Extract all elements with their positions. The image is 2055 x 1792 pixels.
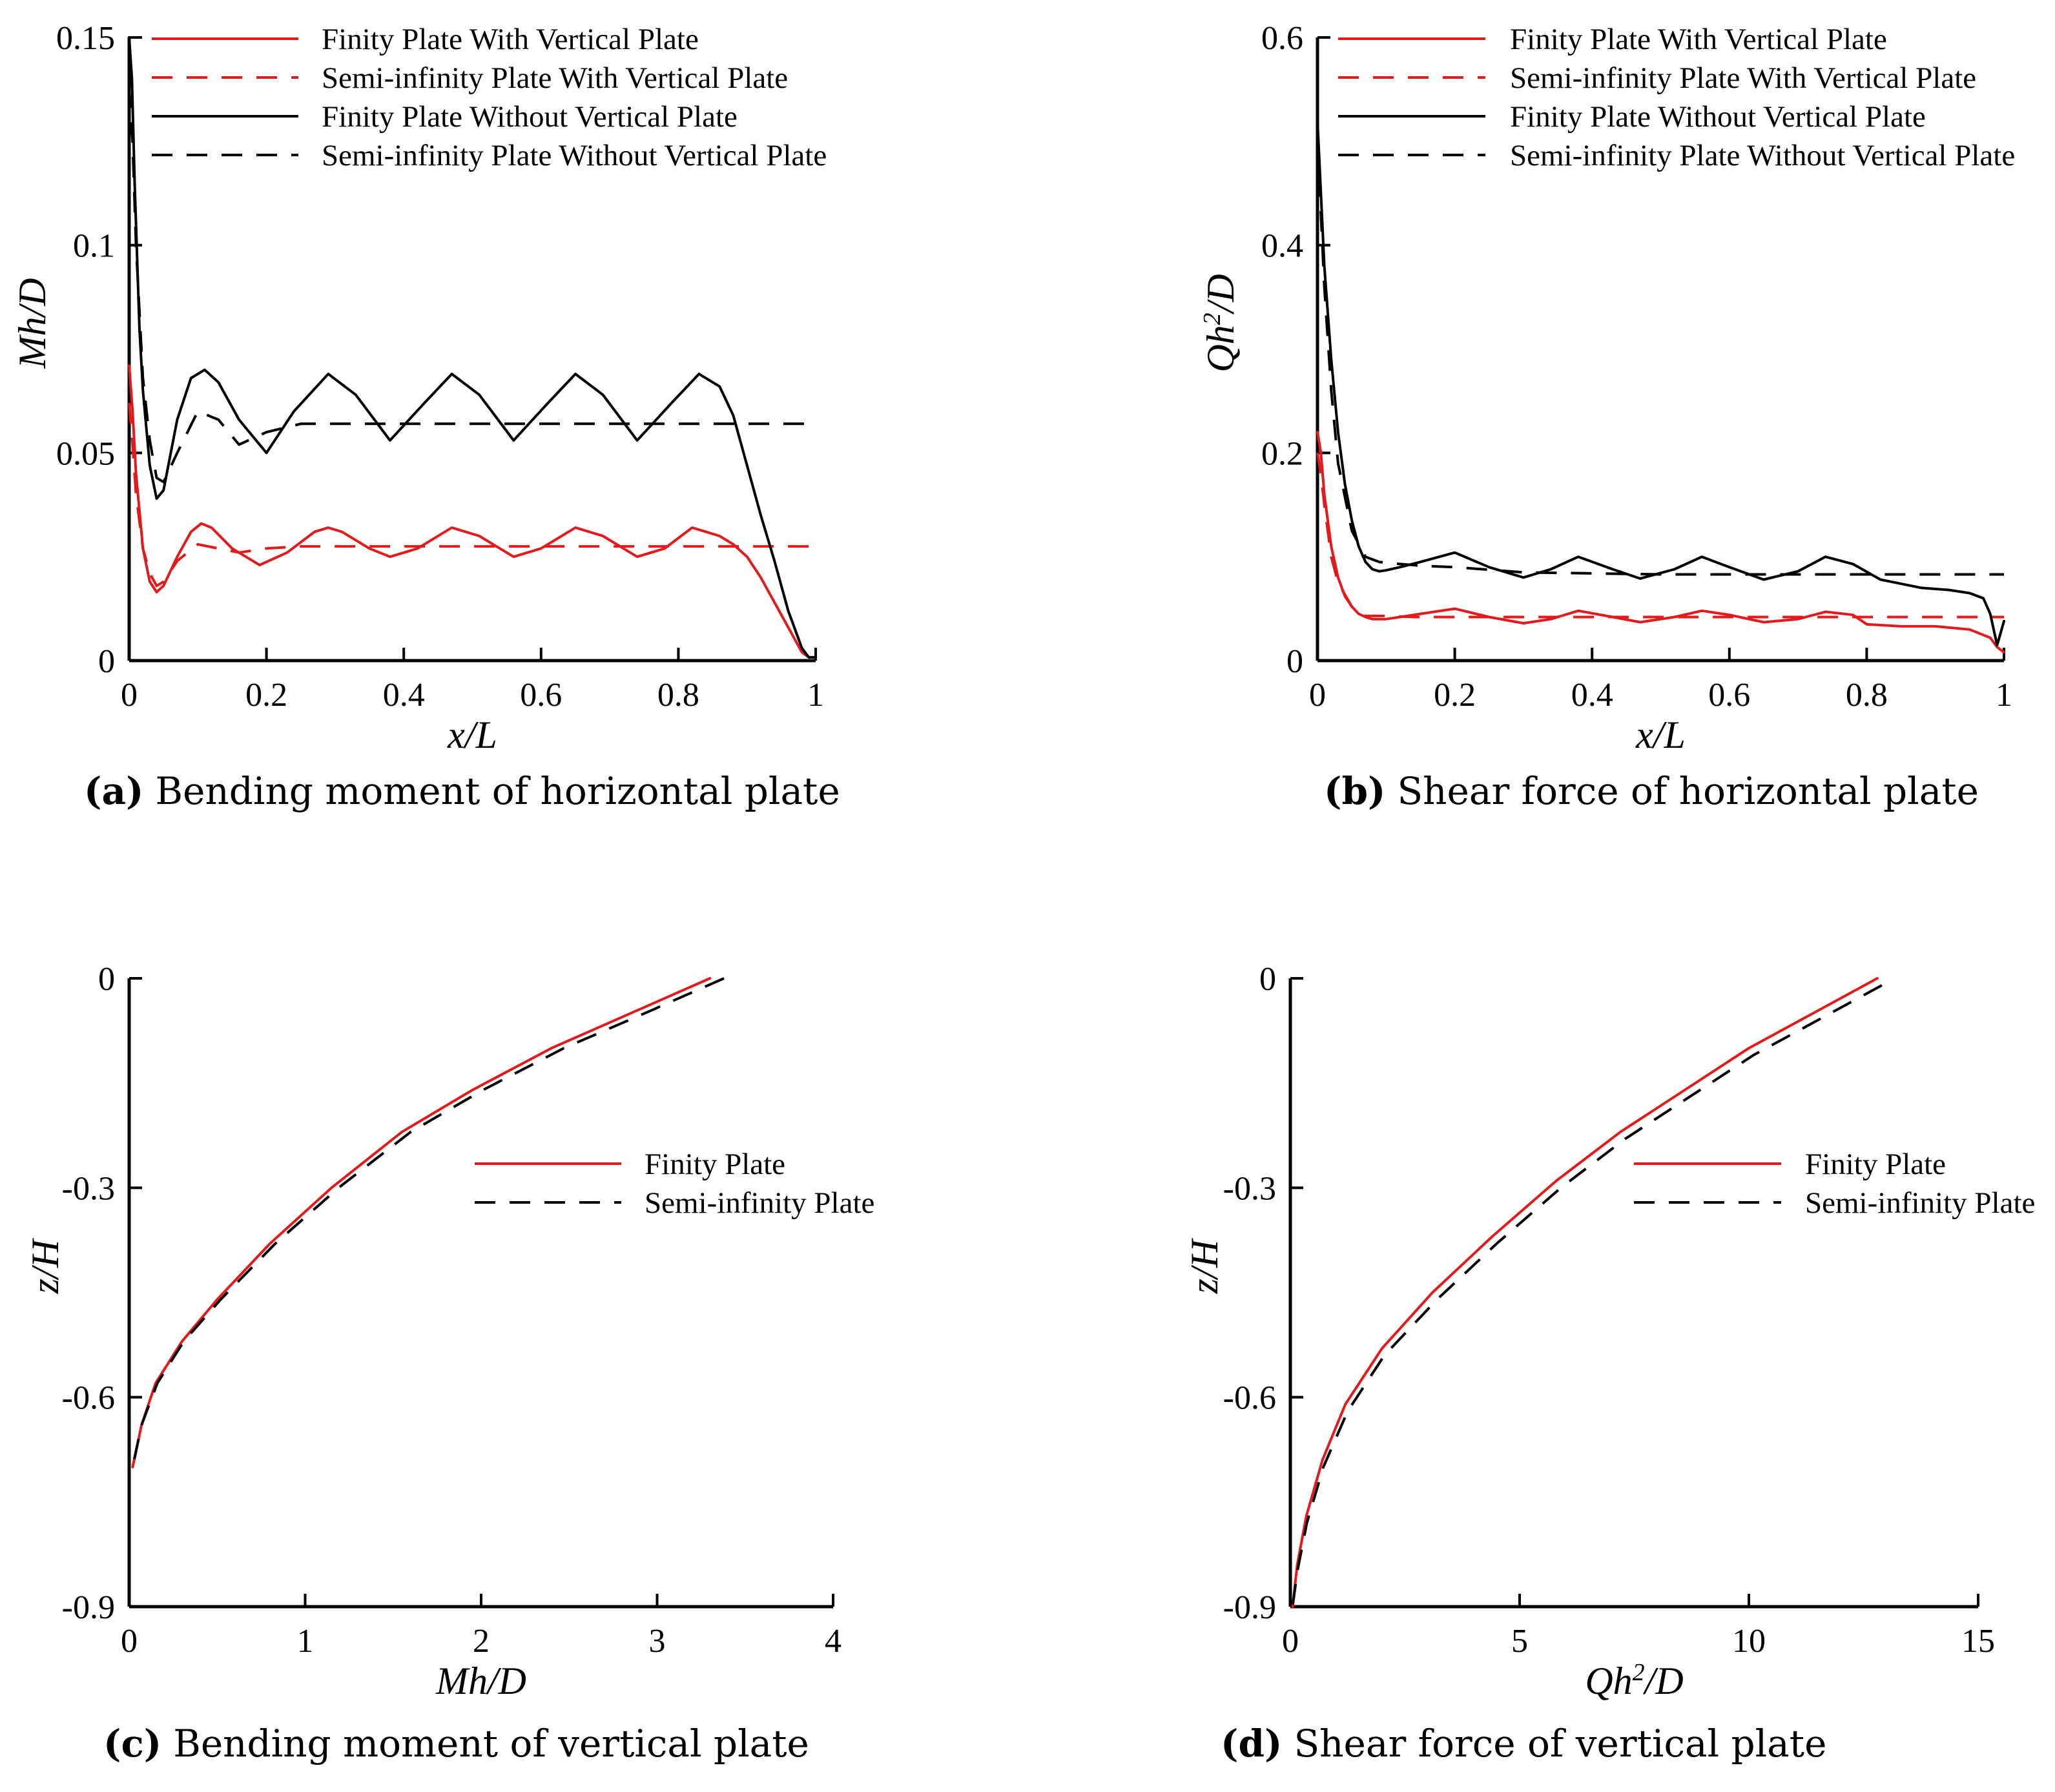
panel-a: 0 0.2 0.4 0.6 0.8 1 0 0.05 0.1 0.15 x/L Mh/D Finity …	[11, 20, 840, 813]
x-tick-label: 3	[649, 1623, 666, 1660]
y-axis-label: z/H	[24, 1237, 67, 1294]
series-line-3	[1316, 119, 2005, 646]
x-axis-label: x/L	[1635, 714, 1686, 756]
x-tick-label: 0.6	[1708, 677, 1750, 714]
legend-label: Semi-infinity Plate Without Vertical Pla…	[1510, 139, 2015, 172]
y-axis-label: Mh/D	[11, 278, 54, 369]
x-tick-label: 10	[1732, 1623, 1766, 1660]
y-axis-label: Qh2/D	[1199, 274, 1242, 372]
x-tick-label: 0.4	[383, 677, 425, 714]
x-tick-label: 5	[1511, 1623, 1528, 1660]
legend: Finity Plate Semi-infinity Plate	[475, 1148, 874, 1220]
legend-label: Semi-infinity Plate	[645, 1186, 874, 1220]
y-tick-label: 0	[98, 643, 115, 680]
legend-label: Semi-infinity Plate Without Vertical Pla…	[322, 139, 827, 172]
y-tick-label: 0.6	[1261, 20, 1303, 57]
y-tick-label: -0.9	[62, 1589, 115, 1626]
series-line-3	[128, 36, 817, 659]
panel-caption: (b) Shear force of horizontal plate	[1324, 769, 1979, 813]
panel-caption: (c) Bending moment of vertical plate	[103, 1722, 809, 1766]
panel-c: 0 1 2 3 4 0 -0.3 -0.6 -0.9 Mh/D z/H Finity Plate Sem…	[24, 961, 874, 1766]
x-tick-label: 0.4	[1571, 677, 1613, 714]
series-line-1	[1316, 431, 2005, 654]
x-tick-label: 2	[473, 1623, 490, 1660]
series-line-2	[1316, 452, 2004, 619]
x-tick-label: 0	[1282, 1623, 1299, 1660]
y-tick-label: -0.3	[1223, 1170, 1276, 1207]
panel-caption: (a) Bending moment of horizontal plate	[84, 769, 840, 813]
x-tick-label: 0.8	[657, 677, 699, 714]
series-line-2	[131, 977, 725, 1468]
legend-label: Semi-infinity Plate With Vertical Plate	[322, 61, 788, 95]
legend-label: Semi-infinity Plate	[1805, 1186, 2035, 1220]
legend-label: Finity Plate With Vertical Plate	[1510, 23, 1887, 56]
y-tick-label: 0.15	[56, 20, 115, 57]
x-axis-label: x/L	[447, 714, 497, 756]
series-line-1	[128, 364, 817, 659]
y-tick-label: 0	[1259, 961, 1276, 998]
series-line-2	[128, 402, 816, 588]
series-line-4	[1316, 141, 2004, 576]
x-tick-label: 4	[825, 1623, 842, 1660]
x-tick-label: 15	[1961, 1623, 1995, 1660]
x-tick-label: 1	[297, 1623, 314, 1660]
series-line-1	[1291, 977, 1879, 1608]
y-tick-label: 0.05	[56, 435, 115, 472]
y-tick-label: 0	[1286, 643, 1303, 680]
y-tick-label: -0.9	[1223, 1589, 1276, 1626]
y-tick-label: -0.6	[1223, 1380, 1276, 1417]
y-tick-label: 0.1	[73, 228, 115, 265]
legend: Finity Plate Semi-infinity Plate	[1634, 1148, 2035, 1220]
x-axis-label: Qh2/D	[1585, 1659, 1683, 1702]
y-tick-label: -0.3	[62, 1170, 115, 1207]
legend: Finity Plate With Vertical Plate Semi-inf…	[152, 23, 827, 172]
x-tick-label: 0.2	[245, 677, 287, 714]
legend-label: Finity Plate	[1805, 1148, 1946, 1181]
legend: Finity Plate With Vertical Plate Semi-inf…	[1338, 23, 2015, 172]
x-axis-label: Mh/D	[435, 1660, 526, 1702]
x-tick-label: 0	[1309, 677, 1326, 714]
x-tick-label: 1	[807, 677, 824, 714]
x-tick-label: 0.6	[520, 677, 562, 714]
x-tick-label: 0.2	[1434, 677, 1476, 714]
legend-label: Finity Plate With Vertical Plate	[322, 23, 699, 56]
legend-label: Semi-infinity Plate With Vertical Plate	[1510, 61, 1976, 95]
panel-caption: (d) Shear force of vertical plate	[1221, 1722, 1826, 1766]
y-tick-label: 0.2	[1261, 435, 1303, 472]
series-line-1	[131, 977, 712, 1468]
legend-label: Finity Plate Without Vertical Plate	[1510, 100, 1926, 134]
legend-label: Finity Plate Without Vertical Plate	[322, 100, 738, 134]
panel-b: 0 0.2 0.4 0.6 0.8 1 0 0.2 0.4 0.6 x/L Qh2/D Finity P…	[1199, 20, 2015, 813]
y-tick-label: 0.4	[1261, 228, 1303, 265]
series-line-2	[1291, 984, 1883, 1607]
y-tick-label: -0.6	[62, 1380, 115, 1417]
x-tick-label: 0.8	[1846, 677, 1888, 714]
series-line-4	[128, 87, 816, 484]
legend-label: Finity Plate	[645, 1148, 785, 1181]
x-tick-label: 1	[1996, 677, 2012, 714]
y-axis-label: z/H	[1183, 1237, 1226, 1294]
y-tick-label: 0	[98, 961, 115, 998]
x-tick-label: 0	[121, 677, 138, 714]
x-tick-label: 0	[121, 1623, 138, 1660]
panel-d: 0 5 10 15 0 -0.3 -0.6 -0.9 Qh2/D z/H Finity Plate S…	[1183, 961, 2035, 1766]
